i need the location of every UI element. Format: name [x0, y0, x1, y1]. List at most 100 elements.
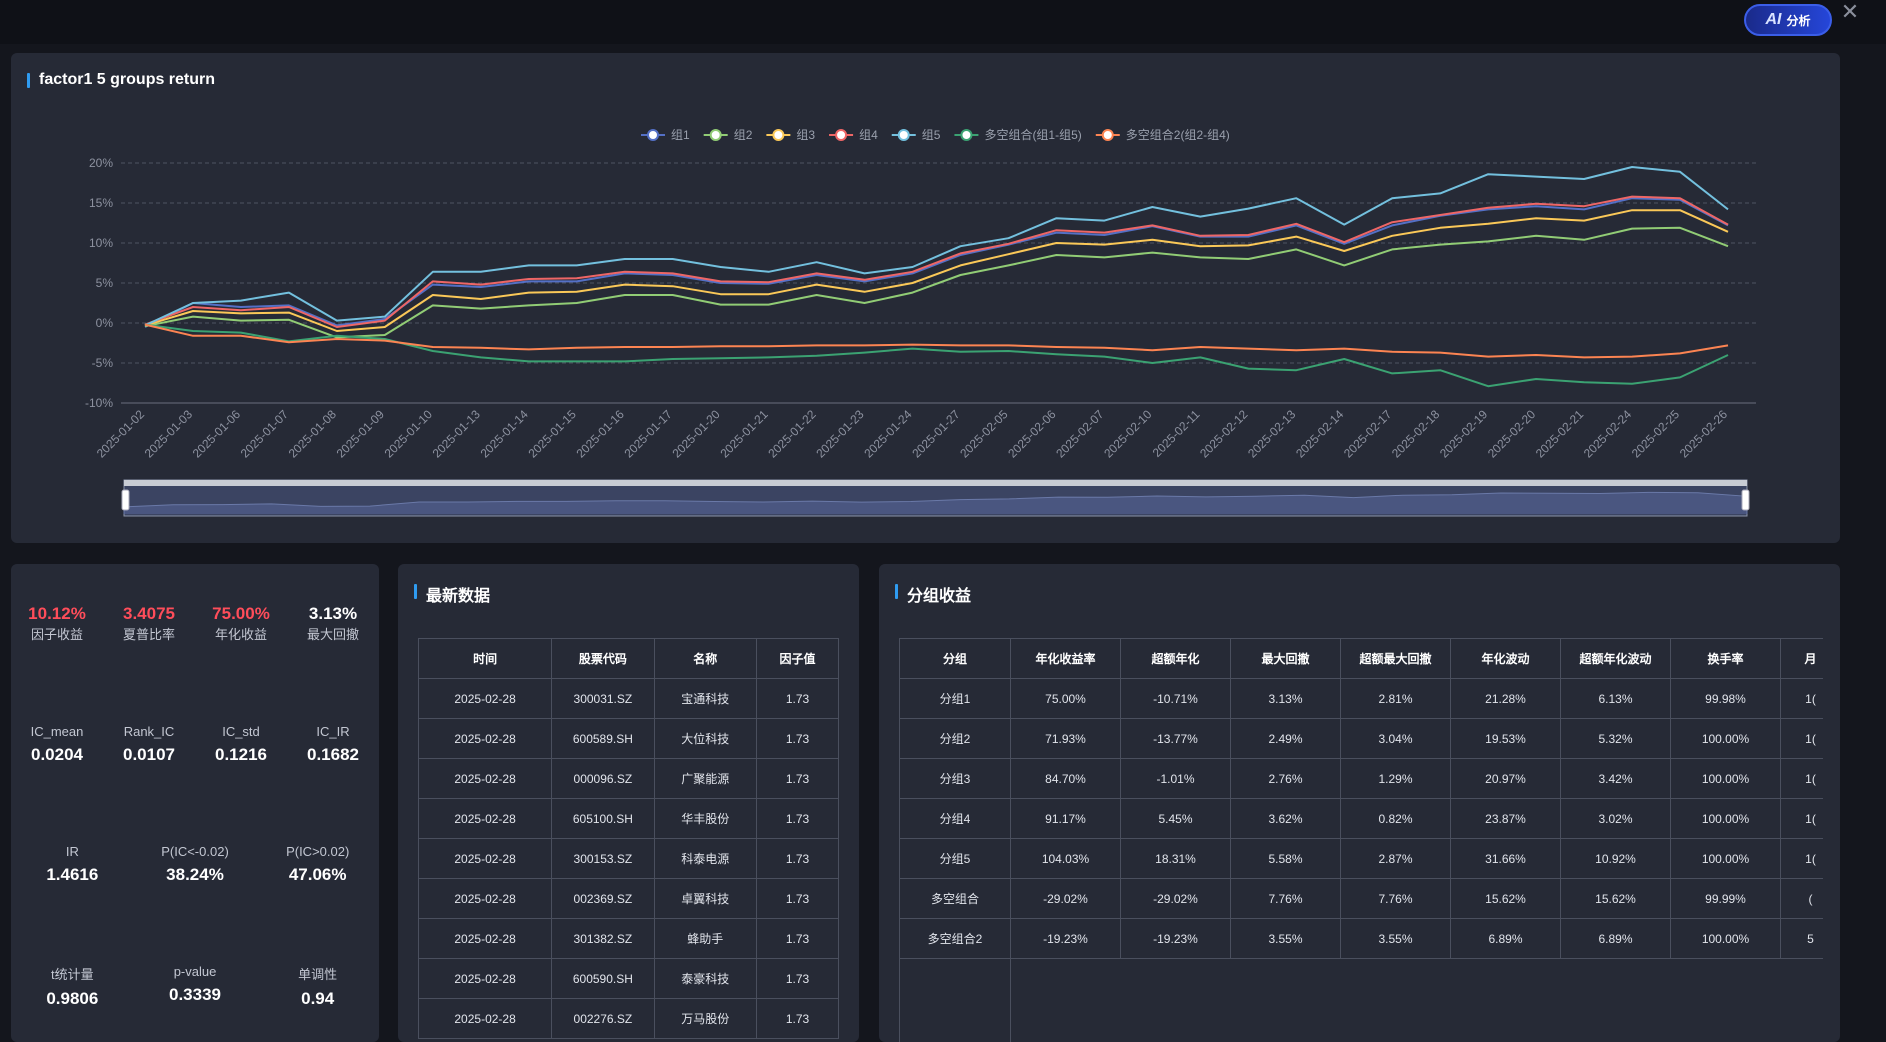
series-line [144, 226, 1729, 339]
table-row[interactable]: 多空组合 -29.02% -29.02% 7.76% 7.76% 15.62% 15.62%… [899, 878, 1823, 919]
x-tick-label: 2025-02-19 [1437, 407, 1491, 461]
stat-item: 75.00% 年化收益 [195, 604, 287, 643]
legend-marker [897, 129, 910, 141]
x-tick-label: 2025-02-24 [1581, 407, 1635, 461]
stat-label: IR [65, 844, 79, 859]
table-row[interactable]: 2025-02-28 002276.SZ 万马股份 1.73 [418, 998, 839, 1039]
table-cell: 31.66% [1450, 838, 1561, 879]
table-row[interactable]: 2025-02-28 300153.SZ 科泰电源 1.73 [418, 838, 839, 879]
table-row[interactable]: 分组2 71.93% -13.77% 2.49% 3.04% 19.53% 5.32% 100… [899, 718, 1823, 759]
group-returns-table: 分组 年化收益率 超额年化 最大回撤 超额最大回撤 年化波动 超额年化波动 换手率月分组1 75… [899, 638, 1823, 959]
stat-label: t统计量 [51, 967, 94, 982]
table-cell: 多空组合 [899, 878, 1011, 919]
table-cell: -19.23% [1010, 918, 1121, 959]
column-header: 超额最大回撤 [1340, 638, 1451, 679]
ai-analysis-button[interactable]: AI 分析 [1744, 4, 1832, 36]
table-cell: 91.17% [1010, 798, 1121, 839]
y-tick-label: 15% [89, 196, 113, 210]
table-cell: 1.73 [756, 998, 839, 1039]
zoom-handle-right[interactable] [1741, 489, 1750, 511]
table-row[interactable]: 分组4 91.17% 5.45% 3.62% 0.82% 23.87% 3.02% 100.0… [899, 798, 1823, 839]
top-bar [0, 0, 1886, 44]
table-cell: 84.70% [1010, 758, 1121, 799]
column-header: 年化收益率 [1010, 638, 1121, 679]
table-row[interactable]: 分组3 84.70% -1.01% 2.76% 1.29% 20.97% 3.42% 100.… [899, 758, 1823, 799]
stat-item: 3.13% 最大回撤 [287, 604, 379, 643]
stats-panel: 10.12% 因子收益 3.4075 夏普比率 75.00% 年化收益 3.13% 最大回撤 I… [11, 564, 379, 1042]
x-tick-label: 2025-01-07 [238, 407, 292, 461]
table-cell: 1.73 [756, 918, 839, 959]
table-row[interactable]: 2025-02-28 301382.SZ 蜂助手 1.73 [418, 918, 839, 959]
series-line [144, 323, 1729, 359]
x-tick-label: 2025-01-27 [909, 407, 963, 461]
table-cell: 000096.SZ [551, 758, 655, 799]
x-tick-label: 2025-02-07 [1053, 407, 1107, 461]
group-returns-panel: 分组收益 分组 年化收益率 超额年化 最大回撤 超额最大回撤 年化波动 超额年化波动 换手率月… [879, 564, 1840, 1042]
table-row[interactable]: 2025-02-28 600589.SH 大位科技 1.73 [418, 718, 839, 759]
table-cell: 6.89% [1560, 918, 1671, 959]
stat-item: P(IC>0.02) 47.06% [256, 844, 379, 885]
table-cell: 1.29% [1340, 758, 1451, 799]
table-cell: 华丰股份 [653, 798, 758, 839]
table-cell: 2025-02-28 [418, 718, 553, 759]
table-empty-area [899, 959, 1823, 1042]
column-header: 超额年化 [1120, 638, 1231, 679]
y-tick-label: -10% [85, 396, 113, 410]
table-cell: 100.00% [1670, 918, 1781, 959]
stats-row: 10.12% 因子收益 3.4075 夏普比率 75.00% 年化收益 3.13% 最大回撤 [11, 604, 379, 643]
table-cell: 分组4 [899, 798, 1011, 839]
x-tick-label: 2025-01-06 [190, 407, 244, 461]
table-cell: 蜂助手 [653, 918, 758, 959]
table-cell: 23.87% [1450, 798, 1561, 839]
zoom-handle-left[interactable] [121, 489, 130, 511]
returns-line-chart: -10% -5% 0% 5% 10% 15% 20% 2025-01-022025-01-03… [85, 127, 1756, 517]
table-row[interactable]: 2025-02-28 600590.SH 泰豪科技 1.73 [418, 958, 839, 999]
table-cell: 2.49% [1230, 718, 1341, 759]
table-row[interactable]: 分组5 104.03% 18.31% 5.58% 2.87% 31.66% 10.92% 10… [899, 838, 1823, 879]
table-row[interactable]: 2025-02-28 300031.SZ 宝通科技 1.73 [418, 678, 839, 719]
stat-item: p-value 0.3339 [134, 964, 257, 1009]
stat-value: 38.24% [166, 865, 224, 884]
latest-data-title: 最新数据 [414, 582, 490, 606]
table-cell: 2.87% [1340, 838, 1451, 879]
table-cell: 19.53% [1450, 718, 1561, 759]
table-cell: 300153.SZ [551, 838, 655, 879]
table-row[interactable]: 分组1 75.00% -10.71% 3.13% 2.81% 21.28% 6.13% 99.… [899, 678, 1823, 719]
table-cell: 1.73 [756, 718, 839, 759]
table-cell: 3.55% [1230, 918, 1341, 959]
stat-value: 1.4616 [46, 865, 99, 884]
table-cell: -29.02% [1010, 878, 1121, 919]
table-cell: 18.31% [1120, 838, 1231, 879]
column-header: 月 [1780, 638, 1823, 679]
table-cell: 75.00% [1010, 678, 1121, 719]
x-tick-label: 2025-01-02 [94, 407, 148, 461]
x-tick-label: 2025-01-23 [813, 407, 867, 461]
table-cell: 600589.SH [551, 718, 655, 759]
x-tick-label: 2025-01-17 [621, 407, 675, 461]
table-row[interactable]: 2025-02-28 002369.SZ 卓翼科技 1.73 [418, 878, 839, 919]
table-row[interactable]: 2025-02-28 000096.SZ 广聚能源 1.73 [418, 758, 839, 799]
close-icon[interactable]: ✕ [1840, 0, 1860, 24]
table-cell: 2025-02-28 [418, 998, 553, 1039]
stat-item: IR 1.4616 [11, 844, 134, 885]
zoom-overview [123, 491, 1748, 514]
table-cell: 分组2 [899, 718, 1011, 759]
table-cell: -10.71% [1120, 678, 1231, 719]
x-tick-label: 2025-01-24 [861, 407, 915, 461]
x-tick-label: 2025-01-16 [574, 407, 628, 461]
stat-item: 10.12% 因子收益 [11, 604, 103, 643]
column-header: 因子值 [756, 638, 839, 679]
x-tick-label: 2025-02-26 [1677, 407, 1731, 461]
stat-label: IC_IR [316, 724, 350, 739]
column-header: 年化波动 [1450, 638, 1561, 679]
table-cell: -29.02% [1120, 878, 1231, 919]
table-row[interactable]: 2025-02-28 605100.SH 华丰股份 1.73 [418, 798, 839, 839]
column-header: 股票代码 [551, 638, 655, 679]
table-cell: 600590.SH [551, 958, 655, 999]
table-cell: 1( [1780, 798, 1823, 839]
y-tick-label: -5% [92, 356, 114, 370]
x-tick-label: 2025-02-11 [1150, 407, 1203, 460]
x-tick-label: 2025-02-25 [1629, 407, 1683, 461]
table-row[interactable]: 多空组合2 -19.23% -19.23% 3.55% 3.55% 6.89% 6.89% 1… [899, 918, 1823, 959]
table-cell: -13.77% [1120, 718, 1231, 759]
